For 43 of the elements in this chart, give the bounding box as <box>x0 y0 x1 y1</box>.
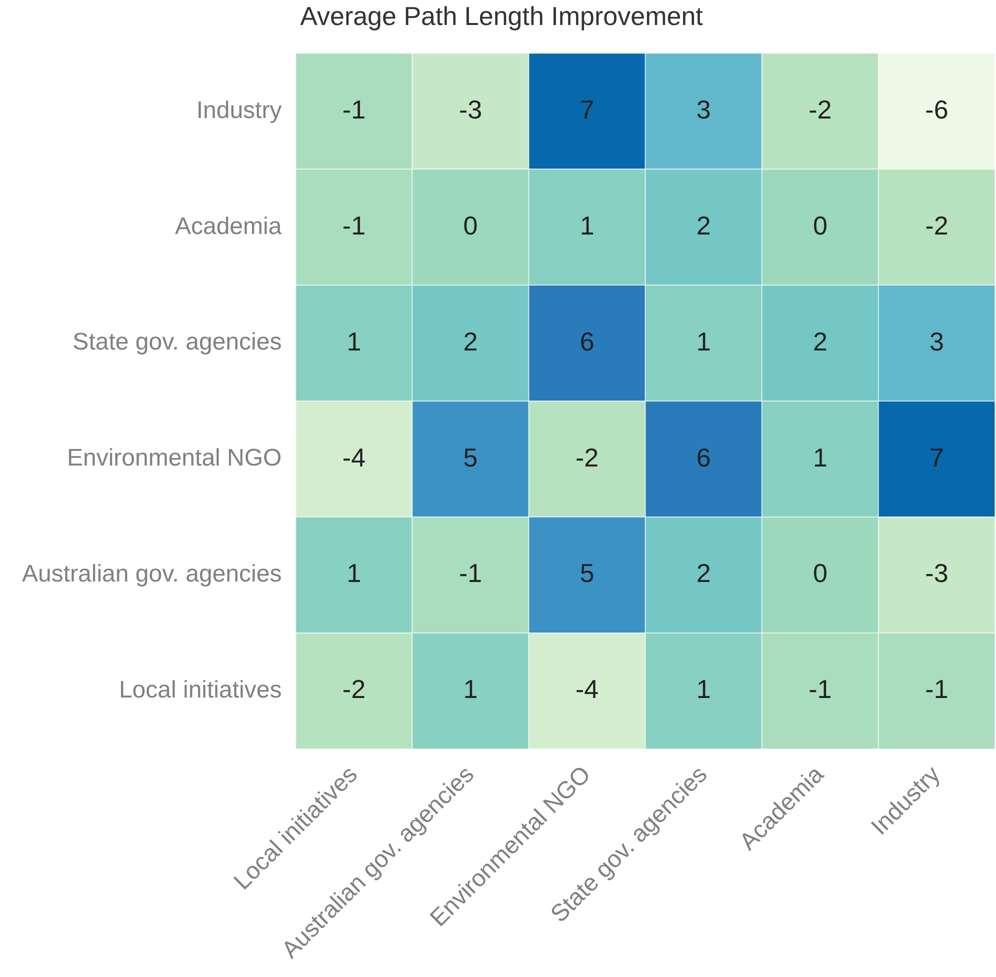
data-label: 6 <box>696 442 711 472</box>
y-tick-label: Academia <box>174 212 282 240</box>
data-label: 7 <box>580 94 594 124</box>
data-label: -1 <box>342 94 366 124</box>
data-label: 0 <box>812 558 828 588</box>
data-label: 1 <box>580 210 594 240</box>
chart-title: Average Path Length Improvement <box>300 0 704 31</box>
data-label: -1 <box>458 558 482 588</box>
data-label: 5 <box>580 558 594 588</box>
data-label: -6 <box>925 94 948 124</box>
data-label: 3 <box>929 326 944 356</box>
data-label: 1 <box>346 558 362 588</box>
data-label: 2 <box>696 558 711 588</box>
data-label: -2 <box>808 94 832 124</box>
y-tick-label: State gov. agencies <box>72 328 282 356</box>
data-label: 1 <box>696 674 711 704</box>
data-label: -3 <box>925 558 948 588</box>
data-label: 1 <box>463 674 478 704</box>
data-label: -4 <box>576 674 599 704</box>
data-label: -1 <box>925 674 948 704</box>
data-label: 1 <box>346 326 362 356</box>
data-label: -4 <box>342 442 366 472</box>
data-label: -2 <box>925 210 948 240</box>
data-label: 1 <box>696 326 711 356</box>
data-label: -1 <box>808 674 832 704</box>
data-label: -2 <box>576 442 599 472</box>
data-label: 0 <box>812 210 828 240</box>
data-label: 7 <box>929 442 944 472</box>
data-label: -2 <box>342 674 366 704</box>
data-label: 2 <box>463 326 478 356</box>
data-label: -3 <box>458 94 482 124</box>
y-tick-label: Industry <box>196 96 282 124</box>
data-label: 1 <box>812 442 828 472</box>
data-label: 2 <box>812 326 828 356</box>
data-label: 3 <box>696 94 711 124</box>
data-label: 6 <box>580 326 594 356</box>
data-label: -1 <box>342 210 366 240</box>
y-tick-label: Local initiatives <box>118 676 282 704</box>
data-label: 2 <box>696 210 711 240</box>
data-label: 0 <box>463 210 478 240</box>
y-tick-label: Australian gov. agencies <box>22 560 282 588</box>
data-label: 5 <box>463 442 478 472</box>
y-tick-label: Environmental NGO <box>66 444 282 472</box>
